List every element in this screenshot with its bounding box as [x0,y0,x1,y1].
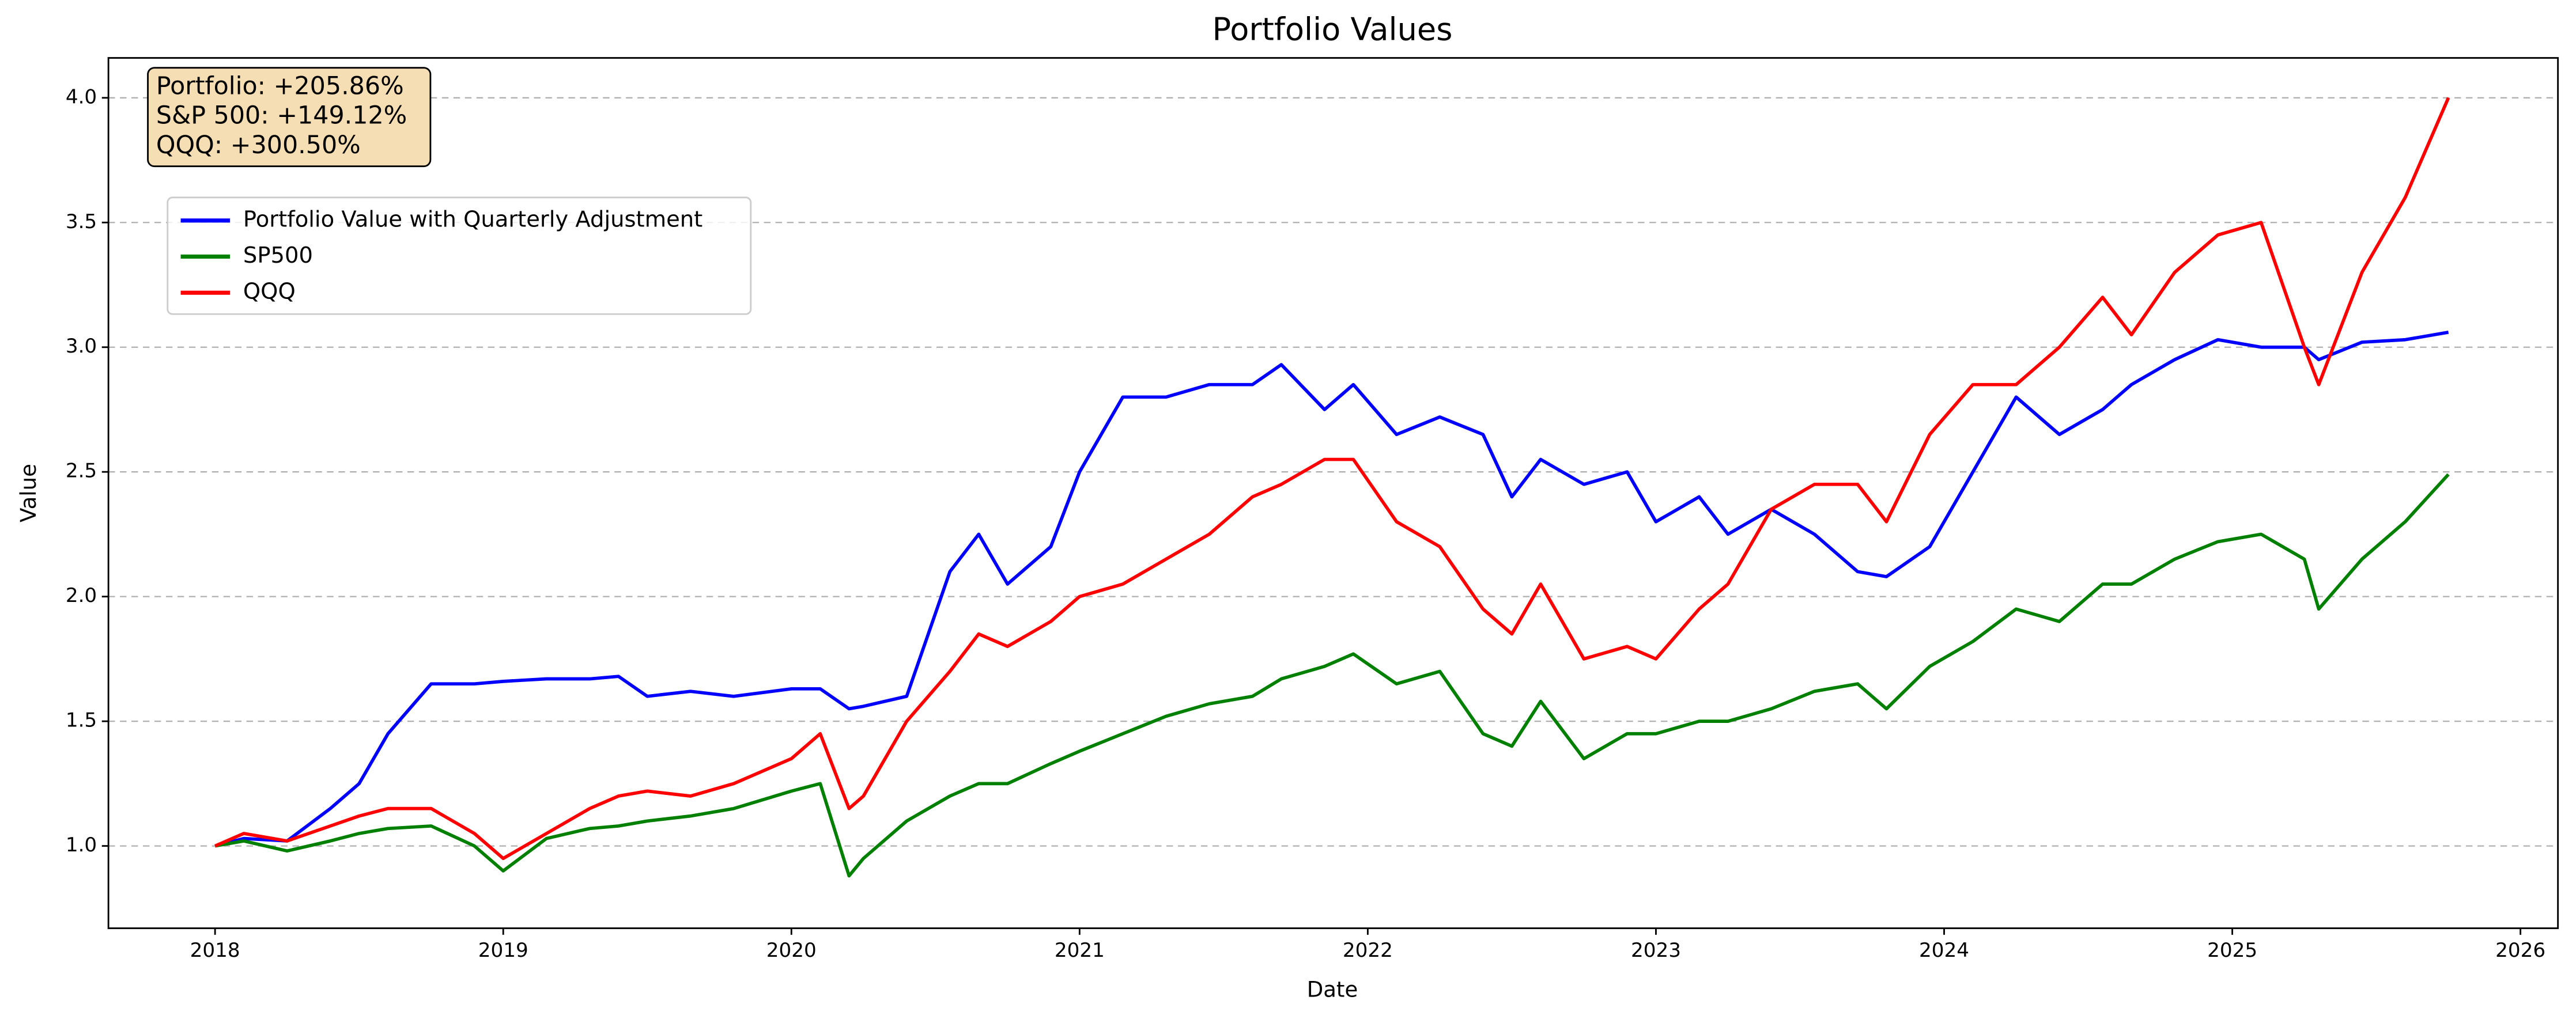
legend-label: SP500 [243,243,313,268]
chart-title: Portfolio Values [1213,12,1453,48]
x-tick-label: 2022 [1343,939,1393,962]
annotation-text: Portfolio: +205.86% [156,71,404,100]
x-tick-label: 2023 [1631,939,1681,962]
y-tick-label: 1.5 [66,709,97,732]
y-tick-label: 2.0 [66,584,97,607]
annotation-text: QQQ: +300.50% [156,131,361,160]
x-tick-label: 2021 [1055,939,1105,962]
x-tick-label: 2025 [2207,939,2257,962]
data-line [214,97,2450,861]
x-tick-label: 2018 [190,939,240,962]
annotation-text: S&P 500: +149.12% [156,101,407,130]
data-line [214,473,2450,878]
x-tick-label: 2019 [478,939,528,962]
legend-label: Portfolio Value with Quarterly Adjustmen… [243,206,702,232]
y-tick-label: 3.5 [66,210,97,233]
y-tick-label: 4.0 [66,85,97,108]
plot-frame [107,57,2559,929]
data-line [214,330,2449,848]
x-tick-label: 2024 [1919,939,1969,962]
y-tick-label: 3.0 [66,335,97,358]
y-tick-label: 1.0 [66,834,97,857]
x-tick-label: 2026 [2495,939,2545,962]
x-tick-label: 2020 [766,939,817,962]
legend-box [167,196,752,315]
annotation-box [147,67,432,168]
legend-label: QQQ [243,279,296,305]
y-tick-label: 2.5 [66,460,97,483]
y-axis-label: Value [16,464,41,522]
x-axis-label: Date [1307,977,1358,1002]
